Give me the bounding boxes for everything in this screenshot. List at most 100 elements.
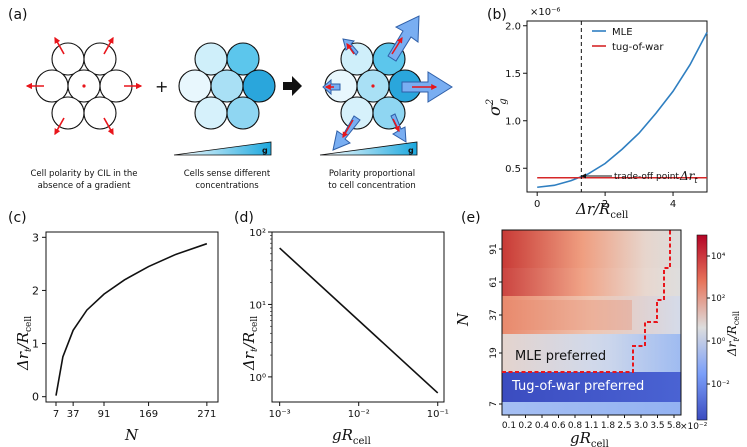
cbar-tick-label: 10² — [711, 294, 725, 304]
panel-a-captions: Cell polarity by CIL in the absence of a… — [30, 169, 415, 191]
center-dot — [82, 84, 86, 88]
annotation-symbol: Δrt — [679, 169, 698, 185]
chart-d-xlabel: gRcell — [332, 426, 371, 447]
chart-c: 7 37 91 169 271 0 1 2 3 Δrt/Rcell N — [14, 231, 219, 444]
caption-polarity-line2: to cell concentration — [328, 181, 415, 191]
panel-d-label: (d) — [234, 210, 254, 226]
cbar-tick-label: 10⁰ — [711, 337, 726, 347]
preference-boundary — [502, 230, 671, 373]
x-tick-label: 10⁻¹ — [427, 409, 449, 420]
heatmap-row-7 — [502, 372, 681, 402]
chart-b-exponent: ×10⁻⁶ — [530, 7, 560, 18]
chart-d-ylabel: Δrt/Rcell — [240, 316, 260, 371]
y-tick-label: 10² — [249, 228, 266, 239]
chart-d-frame — [271, 231, 445, 403]
x-tick-label: 0.1 — [502, 421, 516, 431]
legend-label-mle: MLE — [612, 27, 633, 38]
polarity-red-arrows — [324, 36, 438, 139]
panel-e-label: (e) — [461, 210, 481, 226]
y-tick-label: 3 — [32, 231, 39, 244]
chart-c-ylabel: Δrt/Rcell — [14, 316, 34, 371]
x-tick-label: 169 — [139, 409, 158, 420]
annotation-text: trade-off point — [614, 172, 679, 182]
chart-b-xlabel: Δr/Rcell — [575, 200, 628, 221]
y-tick-label: 2.0 — [505, 21, 521, 32]
chart-b-legend: MLE tug-of-war — [592, 27, 664, 53]
y-tick-label: 19 — [489, 347, 499, 359]
heatmap-row-37 — [502, 296, 681, 334]
caption-cil-line2: absence of a gradient — [38, 181, 132, 191]
y-tick-label: 37 — [489, 309, 499, 320]
y-tick-label: 1.5 — [505, 69, 521, 80]
series-mle-line — [537, 32, 708, 189]
gradient-label: g — [262, 146, 268, 155]
x-tick-label: 1.8 — [601, 421, 616, 431]
chart-c-xlabel: N — [124, 426, 139, 444]
center-dot-2 — [371, 84, 375, 88]
chart-b-ylabel: σ2 g — [485, 98, 509, 116]
y-tick-label: 0 — [32, 391, 39, 404]
x-tick-label: 0.6 — [551, 421, 566, 431]
chart-e-heatmap: MLE preferred Tug-of-war preferred 0.1 0.… — [454, 229, 708, 447]
x-tick-label: 3.0 — [634, 421, 649, 431]
heatmap-row-19-overlay — [502, 334, 681, 372]
caption-polarity-line1: Polarity proportional — [329, 169, 415, 179]
x-tick-label: 0.8 — [568, 421, 583, 431]
gradient-wedge-1: g — [173, 141, 272, 156]
panel-b-label: (b) — [487, 7, 507, 23]
chart-d: 10⁻³ 10⁻² 10⁻¹ 10⁰ 10¹ 10² Δrt/Rcell gRcell — [240, 228, 449, 447]
heatmap-row-below — [502, 402, 681, 415]
y-tick-label: 1 — [32, 338, 39, 351]
y-tick-label: 10¹ — [249, 300, 266, 311]
x-tick-label: 271 — [197, 409, 216, 420]
y-tick-label: 91 — [489, 243, 499, 254]
y-tick-label: 7 — [489, 401, 499, 407]
chart-b: 0 2 4 0.5 1.0 1.5 2.0 ×10⁻⁶ σ2 g Δr/Rcell MLE t… — [485, 7, 708, 221]
x-tick-label: 7 — [53, 409, 59, 420]
cil-cell-cluster — [35, 42, 133, 130]
heatmap-row-61 — [502, 268, 681, 296]
arrow-right-icon — [283, 76, 302, 96]
heatmap-row-91 — [502, 230, 681, 268]
x-tick-label: 5.8 — [667, 421, 682, 431]
y-tick-label: 1.0 — [505, 116, 521, 127]
colorbar: 10⁴ 10² 10⁰ 10⁻² Δrt/Rcell — [696, 234, 741, 421]
x-tick-label: 10⁻² — [348, 409, 370, 420]
chart-c-frame — [45, 231, 219, 403]
x-tick-label: 3.5 — [650, 421, 664, 431]
x-tick-label: 37 — [67, 409, 80, 420]
x-tick-label: 0.4 — [535, 421, 550, 431]
y-tick-label: 10⁰ — [249, 373, 266, 384]
caption-sense-line2: concentrations — [195, 181, 259, 191]
caption-cil-line1: Cell polarity by CIL in the — [30, 169, 137, 179]
x-tick-label: 0 — [534, 199, 540, 210]
panel-a-label: (a) — [8, 7, 28, 23]
y-tick-label: 0.5 — [505, 164, 521, 175]
panel-c-label: (c) — [8, 210, 27, 226]
tug-preferred-text: Tug-of-war preferred — [511, 379, 644, 394]
chart-e-x-exponent: ×10⁻² — [680, 422, 708, 432]
x-tick-label: 10⁻³ — [269, 409, 291, 420]
cbar-tick-label: 10⁴ — [711, 252, 726, 262]
chart-e-ylabel: N — [454, 312, 472, 327]
chart-b-frame — [526, 20, 708, 193]
plus-sign: + — [155, 77, 168, 96]
x-tick-label: 1.1 — [584, 421, 598, 431]
trade-off-annotation: trade-off point Δrt — [581, 169, 698, 185]
y-tick-label: 61 — [489, 276, 499, 287]
x-tick-label: 4 — [670, 199, 676, 210]
mle-preferred-text: MLE preferred — [515, 349, 606, 364]
colorbar-label: Δrt/Rcell — [725, 311, 741, 357]
series-line — [279, 247, 439, 394]
x-tick-label: 0.2 — [518, 421, 532, 431]
legend-label-tug: tug-of-war — [612, 42, 664, 53]
colorbar-gradient — [696, 234, 708, 421]
x-tick-label: 2 — [602, 199, 608, 210]
caption-sense-line1: Cells sense different — [184, 169, 271, 179]
cbar-tick-label: 10⁻² — [711, 380, 730, 390]
x-tick-label: 91 — [98, 409, 111, 420]
gradient-label-2: g — [408, 146, 414, 155]
heatmap-shade — [502, 300, 632, 330]
series-line — [55, 242, 208, 396]
